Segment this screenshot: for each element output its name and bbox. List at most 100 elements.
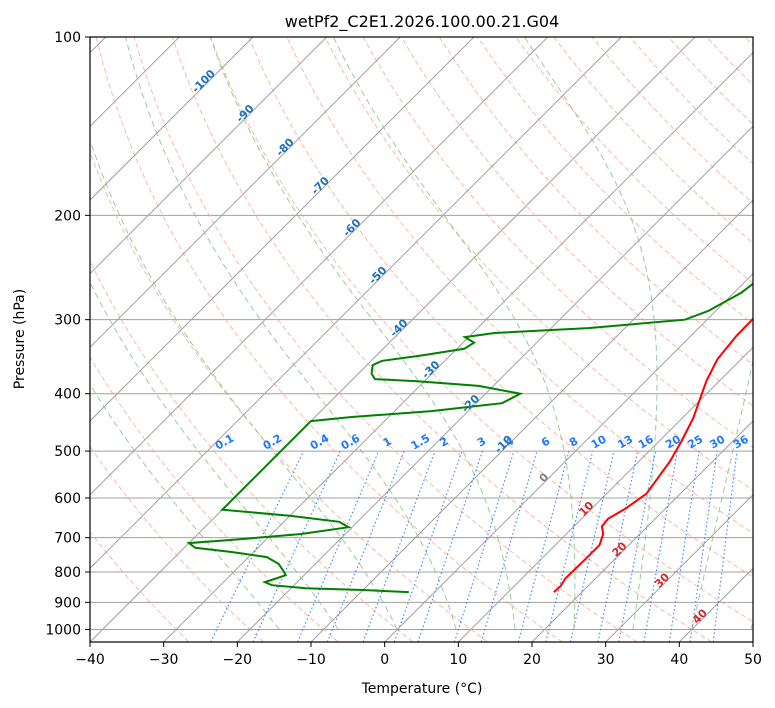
- y-axis-title: Pressure (hPa): [12, 289, 28, 389]
- mixing-ratio-label: 25: [685, 433, 705, 452]
- mixing-ratio-label: 13: [615, 433, 635, 452]
- isotherm-line: [90, 37, 328, 275]
- moist-adiabat-line: [524, 37, 658, 630]
- dry-adiabat-line: [90, 150, 488, 642]
- isotherm-label: -100: [189, 67, 218, 96]
- mixing-ratio-line: [689, 451, 718, 642]
- axes: −40 −30 −20 −10 0 10 20 30 40 5010020030040050060…: [45, 30, 762, 668]
- isotherm-label: -70: [309, 174, 332, 197]
- dry-adiabat-line: [171, 37, 712, 642]
- mixing-ratio-line: [210, 450, 305, 642]
- isotherm-line: [90, 37, 475, 422]
- mixing-ratio-label: 3: [475, 435, 488, 450]
- x-tick-label: 30: [597, 652, 615, 668]
- dry-adiabat-line: [553, 37, 753, 244]
- dry-adiabat-line: [438, 37, 753, 366]
- isotherm-label: 20: [610, 539, 630, 559]
- dry-adiabat-line: [706, 37, 753, 86]
- x-tick-label: −30: [149, 652, 179, 668]
- isotherm-line: [90, 37, 401, 349]
- y-tick-label: 800: [54, 565, 81, 581]
- mixing-ratio-label: 2: [437, 435, 450, 450]
- isotherm-label: -80: [273, 135, 296, 158]
- isotherm-line: [384, 272, 753, 642]
- temperature-profile: [553, 317, 753, 593]
- dewpoint-profile: [186, 282, 753, 594]
- mixing-ratio-line: [417, 450, 484, 642]
- mixing-ratio-line: [453, 450, 515, 642]
- moist-adiabat-line: [691, 358, 753, 630]
- mixing-ratio-line: [393, 450, 463, 642]
- isotherm-line: [531, 420, 753, 642]
- dry-adiabat-line: [248, 37, 753, 578]
- dry-adiabat-line: [133, 37, 638, 642]
- mixing-ratio-label: 20: [663, 432, 683, 451]
- mixing-ratio-line: [362, 450, 436, 642]
- isotherm-label: 40: [690, 606, 710, 626]
- mixing-ratio-label: 36: [731, 432, 751, 451]
- chart-title: wetPf2_C2E1.2026.100.00.21.G04: [285, 12, 559, 32]
- y-tick-label: 300: [54, 313, 81, 329]
- y-tick-label: 400: [54, 387, 81, 403]
- y-tick-label: 600: [54, 491, 81, 507]
- isotherm-line: [90, 37, 622, 570]
- moist-adiabat-line: [750, 619, 753, 630]
- mixing-ratio-line: [643, 451, 678, 642]
- x-axis-title: Temperature (°C): [361, 681, 483, 697]
- mixing-ratio-label: 8: [567, 435, 580, 450]
- mixing-ratio-label: 0.6: [339, 431, 363, 452]
- mixing-ratio-line: [597, 450, 639, 642]
- mixing-ratio-line: [545, 450, 594, 642]
- mixing-ratio-line: [668, 451, 700, 642]
- x-tick-label: −40: [75, 652, 105, 668]
- mixing-ratio-line: [326, 450, 405, 642]
- moist-adiabat-line: [90, 138, 398, 630]
- dry-adiabat-line: [90, 259, 414, 642]
- dry-adiabat-line: [400, 37, 753, 407]
- plot-frame: [89, 36, 754, 643]
- x-tick-label: 50: [744, 652, 762, 668]
- mixing-ratio-label: 0.4: [308, 431, 332, 452]
- y-tick-label: 100: [54, 30, 81, 46]
- x-tick-label: 40: [670, 652, 688, 668]
- isotherm-line: [457, 346, 753, 642]
- mixing-ratio-label: 16: [636, 432, 656, 451]
- isotherm-line: [90, 37, 549, 496]
- mixing-ratio-line: [569, 450, 615, 642]
- moist-adiabat-line: [209, 37, 516, 630]
- dry-adiabat-line: [90, 531, 190, 642]
- x-tick-label: −20: [223, 652, 253, 668]
- dry-adiabat-line: [668, 37, 753, 125]
- dry-adiabat-line: [95, 37, 563, 642]
- moist-adiabat-line: [332, 37, 576, 630]
- mixing-ratio-line: [517, 450, 570, 642]
- y-tick-label: 200: [54, 208, 81, 224]
- mixing-ratio-label: 0.1: [213, 432, 236, 453]
- isotherm-line: [752, 641, 753, 642]
- moist-adiabat-line: [125, 37, 457, 630]
- dry-adiabat-line: [744, 37, 753, 47]
- isotherm-line: [678, 567, 753, 642]
- y-tick-label: 1000: [45, 622, 81, 638]
- isotherm-label: -50: [366, 264, 389, 287]
- mixing-ratio-line: [480, 450, 538, 642]
- dry-adiabat-line: [90, 356, 339, 642]
- isotherm-line: [163, 51, 753, 642]
- dry-adiabat-line: [90, 445, 264, 642]
- y-tick-label: 500: [54, 444, 81, 460]
- mixing-ratio-line: [297, 450, 380, 642]
- isotherm-line: [90, 37, 696, 642]
- moist-adiabat-line: [90, 383, 280, 630]
- isotherm-label: 30: [652, 570, 672, 590]
- mixing-ratio-label: 0.2: [261, 432, 284, 453]
- mixing-ratio-label: 6: [539, 434, 552, 449]
- plot-area: -100-90-80-70-60-50-40-30-20-10010203040…: [90, 37, 753, 642]
- mixing-ratio-line: [712, 451, 738, 642]
- x-tick-label: 10: [449, 652, 467, 668]
- isotherm-label: -60: [340, 216, 363, 239]
- dry-adiabat-line: [362, 37, 753, 449]
- dry-adiabat-line: [515, 37, 753, 284]
- x-tick-label: 0: [380, 652, 389, 668]
- dry-adiabat-line: [324, 37, 753, 491]
